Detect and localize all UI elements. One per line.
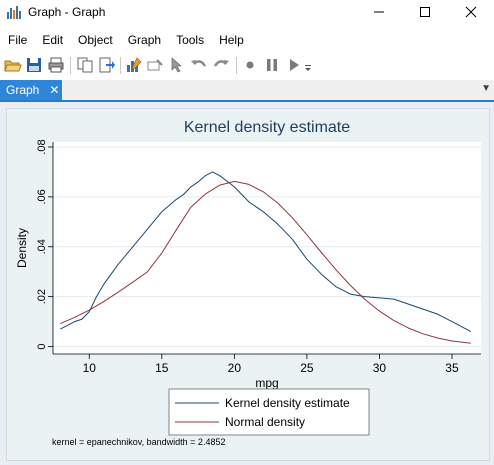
- document-tab-strip: Graph ✕ ▼: [0, 80, 494, 102]
- x-tick-label: 15: [155, 361, 169, 375]
- redo-icon[interactable]: [212, 56, 230, 74]
- menu-object[interactable]: Object: [78, 33, 113, 47]
- toolbar-separator: [120, 57, 121, 74]
- record-icon[interactable]: [241, 56, 259, 74]
- legend-label-kernel: Kernel density estimate: [225, 396, 350, 410]
- undo-icon[interactable]: [190, 56, 208, 74]
- y-tick-label: .02: [36, 289, 48, 304]
- title-bar: Graph - Graph: [0, 0, 494, 26]
- x-tick-label: 30: [373, 361, 387, 375]
- rename-icon[interactable]: [146, 56, 164, 74]
- pause-icon[interactable]: [263, 56, 281, 74]
- maximize-icon: [420, 7, 430, 17]
- dropdown-icon[interactable]: [303, 56, 313, 74]
- gridlines: [53, 146, 481, 348]
- tab-close-icon[interactable]: ✕: [49, 83, 60, 97]
- x-tick-label: 20: [228, 361, 242, 375]
- copy-icon[interactable]: [76, 56, 94, 74]
- legend: Kernel density estimate Normal density: [168, 388, 370, 436]
- y-tick-label: .04: [36, 239, 48, 254]
- toolbar: [0, 53, 494, 79]
- graph-editor-icon[interactable]: [125, 56, 143, 74]
- tab-list-dropdown-icon[interactable]: ▼: [481, 83, 491, 94]
- tab-label: Graph: [6, 83, 40, 97]
- y-tick-label: 0: [36, 343, 48, 349]
- x-axis-label: mpg: [255, 376, 278, 390]
- x-tick-label: 25: [300, 361, 314, 375]
- toolbar-separator: [70, 57, 71, 74]
- menu-bar: File Edit Object Graph Tools Help: [0, 29, 494, 51]
- menu-help[interactable]: Help: [219, 33, 244, 47]
- stata-graph-app-icon: [7, 6, 21, 19]
- graph-panel: Kernel density estimate 0 .02 .04 .06 .08 10 1…: [6, 108, 490, 461]
- close-button[interactable]: [448, 0, 494, 24]
- series-group: [60, 171, 472, 344]
- menu-graph[interactable]: Graph: [127, 33, 162, 47]
- x-tick-label: 35: [445, 361, 459, 375]
- open-icon[interactable]: [4, 56, 22, 74]
- graph-frame: Kernel density estimate 0 .02 .04 .06 .08 10 1…: [0, 102, 494, 465]
- y-tick-label: .08: [36, 139, 48, 154]
- minimize-icon: [374, 11, 384, 13]
- normal-density-line: [60, 180, 471, 344]
- menu-tools[interactable]: Tools: [176, 33, 205, 47]
- x-tick-label: 10: [83, 361, 97, 375]
- axes: 0 .02 .04 .06 .08 10 15 20 25 30 35: [36, 139, 481, 375]
- minimize-button[interactable]: [356, 0, 402, 24]
- y-tick-label: .06: [36, 189, 48, 204]
- menu-edit[interactable]: Edit: [42, 33, 64, 47]
- pointer-icon[interactable]: [168, 56, 186, 74]
- chart-title: Kernel density estimate: [184, 119, 350, 136]
- legend-label-normal: Normal density: [225, 415, 305, 429]
- paste-icon[interactable]: [97, 56, 115, 74]
- chart-note: kernel = epanechnikov, bandwidth = 2.485…: [52, 437, 225, 447]
- plot-area: [53, 142, 481, 354]
- window-title: Graph - Graph: [28, 5, 106, 19]
- y-axis-label: Density: [15, 228, 29, 268]
- save-icon[interactable]: [25, 56, 43, 74]
- play-icon[interactable]: [285, 56, 303, 74]
- print-icon[interactable]: [47, 56, 65, 74]
- menu-file[interactable]: File: [8, 33, 28, 47]
- tab-graph[interactable]: Graph ✕: [0, 80, 62, 100]
- kernel-density-line: [60, 171, 472, 333]
- toolbar-separator: [236, 57, 237, 74]
- legend-box: [168, 388, 370, 436]
- close-icon: [465, 6, 477, 18]
- chart: Kernel density estimate 0 .02 .04 .06 .08 10 1…: [15, 119, 481, 447]
- maximize-button[interactable]: [402, 0, 448, 24]
